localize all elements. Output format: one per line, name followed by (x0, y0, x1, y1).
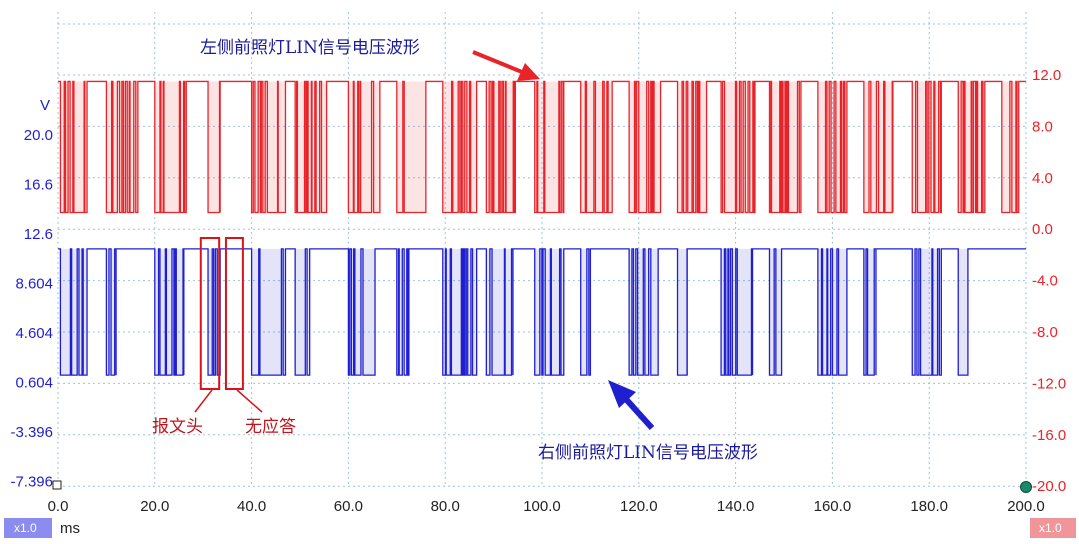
right-tick-label: 8.0 (1032, 118, 1053, 135)
x-axis-ticks: 0.0 20.0 40.0 60.0 80.0 100.0 120.0 140.0 160.0 1… (48, 498, 1045, 515)
signal-burst (721, 248, 753, 376)
left-tick-label: 20.0 (24, 127, 53, 144)
signal-burst (208, 248, 221, 376)
signal-burst (912, 81, 942, 213)
left-tick-label: -3.396 (10, 424, 53, 441)
x-tick-label: 140.0 (717, 498, 755, 515)
x-tick-label: 0.0 (48, 498, 69, 515)
left-tick-label: 0.604 (15, 375, 53, 392)
signal-burst (106, 81, 138, 213)
signal-burst (295, 248, 310, 376)
right-tick-label: 0.0 (1032, 221, 1053, 238)
signal-burst (863, 248, 876, 376)
x-tick-label: 20.0 (140, 498, 169, 515)
no-response-callout-line (236, 389, 263, 413)
left-tick-label: 16.6 (24, 177, 53, 194)
left-tick-label: 8.604 (15, 276, 53, 293)
right-tick-label: -20.0 (1032, 478, 1066, 495)
right-tick-label: -16.0 (1032, 427, 1066, 444)
signal-burst (817, 248, 847, 376)
header-callout-line (194, 389, 213, 413)
series-line (58, 248, 1026, 376)
signal-burst (677, 81, 707, 213)
blue-series-trace (58, 248, 1026, 376)
signal-burst (580, 81, 613, 213)
signal-burst (442, 81, 477, 213)
signal-burst (154, 81, 187, 213)
signal-burst (629, 248, 659, 376)
signal-burst (396, 81, 426, 213)
right-cursor-marker[interactable] (1020, 481, 1032, 493)
signal-burst (1001, 81, 1019, 213)
right-tick-label: -4.0 (1032, 273, 1058, 290)
signal-burst (817, 81, 847, 213)
header-highlight-box (199, 237, 221, 390)
signal-burst (677, 248, 688, 376)
series-line (58, 80, 1026, 214)
right-scale-badge[interactable] (1030, 518, 1076, 538)
red-series-label: 左侧前照灯LIN信号电压波形 (200, 38, 420, 58)
left-axis-unit: V (40, 97, 50, 114)
left-tick-label: -7.396 (10, 474, 53, 491)
x-tick-label: 120.0 (620, 498, 658, 515)
left-tick-label: 4.604 (15, 325, 53, 342)
right-tick-label: -12.0 (1032, 375, 1066, 392)
left-scale-badge[interactable] (4, 518, 52, 538)
right-scale-badge-text: x1.0 (1039, 521, 1062, 535)
signal-burst (106, 248, 117, 376)
right-tick-label: 4.0 (1032, 170, 1053, 187)
signal-burst (348, 81, 380, 213)
header-label: 报文头 (152, 417, 203, 437)
signal-burst (208, 81, 221, 213)
right-axis-ticks: 12.0 8.0 4.0 0.0 -4.0 -8.0 -12.0 -16.0 -20.0 (1032, 67, 1066, 495)
no-response-label: 无应答 (245, 417, 296, 437)
blue-arrow-icon (608, 380, 655, 431)
x-tick-label: 100.0 (523, 498, 561, 515)
x-tick-label: 80.0 (431, 498, 460, 515)
no-response-highlight-box (224, 237, 244, 390)
signal-burst (442, 248, 477, 376)
signal-burst (348, 248, 376, 376)
signal-burst (60, 248, 88, 376)
signal-burst (769, 81, 801, 213)
signal-burst (534, 248, 564, 376)
left-axis-ticks: 20.0 16.6 12.6 8.604 4.604 0.604 -3.396 -7.396 (10, 127, 53, 491)
x-tick-label: 180.0 (910, 498, 948, 515)
signal-burst (251, 248, 286, 376)
right-tick-label: 12.0 (1032, 67, 1061, 84)
signal-burst (486, 248, 513, 376)
x-tick-label: 160.0 (814, 498, 852, 515)
red-series-trace (58, 80, 1026, 214)
signal-burst (396, 248, 409, 376)
x-tick-label: 200.0 (1007, 498, 1045, 515)
blue-series-label: 右侧前照灯LIN信号电压波形 (538, 443, 758, 463)
left-cursor-marker[interactable] (52, 480, 62, 490)
x-tick-label: 40.0 (237, 498, 266, 515)
signal-burst (251, 81, 286, 213)
signal-burst (958, 81, 985, 213)
red-arrow-icon (472, 50, 540, 81)
signal-burst (580, 248, 591, 376)
x-tick-label: 60.0 (334, 498, 363, 515)
signal-burst (958, 248, 968, 376)
right-tick-label: -8.0 (1032, 324, 1058, 341)
signal-burst (534, 81, 564, 213)
left-scale-badge-text: x1.0 (14, 521, 37, 535)
signal-burst (912, 248, 942, 376)
signal-burst (60, 81, 88, 213)
left-tick-label: 12.6 (24, 226, 53, 243)
signal-burst (769, 248, 782, 376)
x-axis-unit: ms (60, 520, 80, 537)
signal-burst (629, 81, 661, 213)
signal-burst (154, 248, 184, 376)
signal-burst (295, 81, 327, 213)
signal-burst (863, 81, 893, 213)
signal-burst (721, 81, 755, 213)
signal-burst (486, 81, 516, 213)
